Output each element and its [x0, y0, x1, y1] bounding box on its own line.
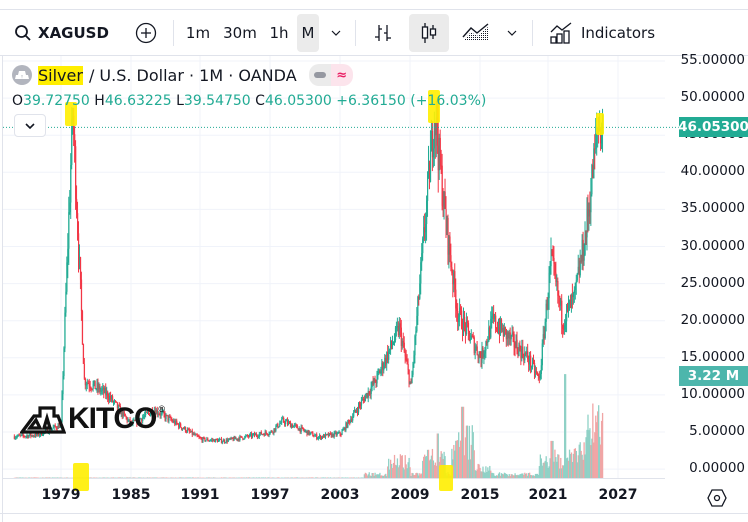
- silver-symbol-logo: [12, 65, 32, 85]
- high-label: H: [94, 93, 105, 109]
- ohlc-values: O39.72750 H46.63225 L39.54750 C46.05300 …: [12, 93, 486, 109]
- bottom-border: [0, 513, 748, 514]
- chart-type-dropdown[interactable]: [501, 14, 523, 52]
- price-axis-label: 5.00000: [689, 423, 745, 439]
- candles-chart-type-button[interactable]: [409, 14, 449, 52]
- price-axis-label: 40.00000: [680, 163, 745, 180]
- low-label: L: [176, 93, 184, 109]
- price-axis-label: 55.00000: [680, 52, 745, 68]
- volume-tag: 3.22 M: [679, 366, 748, 386]
- kitco-watermark: KITCO ®: [20, 402, 165, 436]
- chevron-down-icon: [25, 122, 35, 129]
- chevron-down-icon: [331, 30, 341, 36]
- symbol-title[interactable]: / U.S. Dollar · 1M · OANDA: [88, 65, 297, 85]
- last-price-tag: 46.05300: [678, 117, 748, 137]
- high-value: 46.63225: [104, 93, 172, 109]
- toolbar-separator: [355, 20, 356, 46]
- chart-legend: Silver / U.S. Dollar · 1M · OANDA ≈: [12, 64, 353, 86]
- approx-equal-icon: ≈: [330, 64, 353, 86]
- indicators-label: Indicators: [580, 24, 656, 42]
- indicators-button[interactable]: Indicators: [542, 14, 662, 52]
- area-chart-type-button[interactable]: [456, 14, 496, 52]
- time-axis-label: 1991: [180, 487, 220, 503]
- change-value: +6.36150 (+16.03%): [336, 93, 487, 109]
- time-axis-label: 1979: [41, 487, 81, 503]
- price-axis-label: 25.00000: [680, 274, 745, 291]
- chart-settings-button[interactable]: [706, 488, 728, 508]
- time-axis-label: 2021: [528, 487, 568, 503]
- plus-circle-icon: [135, 22, 157, 44]
- price-axis-label: 35.00000: [680, 200, 745, 217]
- open-value: 39.72750: [23, 93, 90, 109]
- time-axis-label: 1997: [250, 487, 290, 503]
- area-icon: [462, 23, 489, 41]
- time-axis-label: 2027: [598, 487, 638, 503]
- price-axis-label: 30.00000: [680, 237, 745, 254]
- legend-collapse-button[interactable]: [14, 114, 46, 137]
- bars-chart-type-button[interactable]: [366, 14, 400, 52]
- low-value: 39.54750: [183, 93, 251, 109]
- symbol-title-highlight[interactable]: Silver: [38, 65, 83, 85]
- close-value: 46.05300: [264, 93, 332, 109]
- time-axis-label: 2003: [320, 487, 360, 503]
- interval-monthly[interactable]: M: [297, 14, 319, 52]
- price-axis-label: 0.00000: [689, 460, 745, 477]
- price-axis-label: 50.00000: [680, 89, 745, 106]
- market-status-pill[interactable]: ≈: [308, 64, 353, 86]
- chart-left-border: [2, 56, 3, 522]
- kitco-wordmark: KITCO: [68, 402, 157, 435]
- toolbar-separator: [173, 20, 174, 46]
- interval-dropdown[interactable]: [325, 14, 347, 52]
- time-axis-label: 1985: [111, 487, 151, 503]
- price-axis-label: 20.00000: [680, 311, 745, 328]
- open-label: O: [12, 93, 24, 109]
- close-label: C: [255, 93, 265, 109]
- time-axis-label: 2009: [390, 487, 430, 503]
- add-symbol-button[interactable]: [131, 14, 161, 52]
- registered-mark: ®: [158, 404, 165, 414]
- interval-30m[interactable]: 30m: [223, 24, 257, 42]
- price-axis-label: 15.00000: [680, 348, 745, 365]
- kitco-logo-icon: [20, 406, 66, 434]
- silver-bars-icon: [15, 71, 29, 79]
- candles-icon: [421, 23, 437, 43]
- hexagon-settings-icon: [707, 489, 727, 507]
- symbol-name: XAGUSD: [38, 24, 109, 42]
- toolbar-separator: [532, 20, 533, 46]
- interval-1m[interactable]: 1m: [185, 24, 211, 42]
- minus-icon: [308, 64, 331, 86]
- search-icon: [15, 25, 31, 41]
- chevron-down-icon: [507, 30, 517, 36]
- time-axis-label: 2015: [460, 487, 500, 503]
- interval-1h[interactable]: 1h: [269, 24, 289, 42]
- indicators-icon: [550, 22, 572, 44]
- price-axis-label: 10.00000: [680, 385, 745, 402]
- symbol-search-button[interactable]: XAGUSD: [10, 14, 128, 52]
- top-toolbar: XAGUSD 1m 30m 1h M Indicators: [0, 9, 748, 56]
- bars-icon: [375, 25, 391, 41]
